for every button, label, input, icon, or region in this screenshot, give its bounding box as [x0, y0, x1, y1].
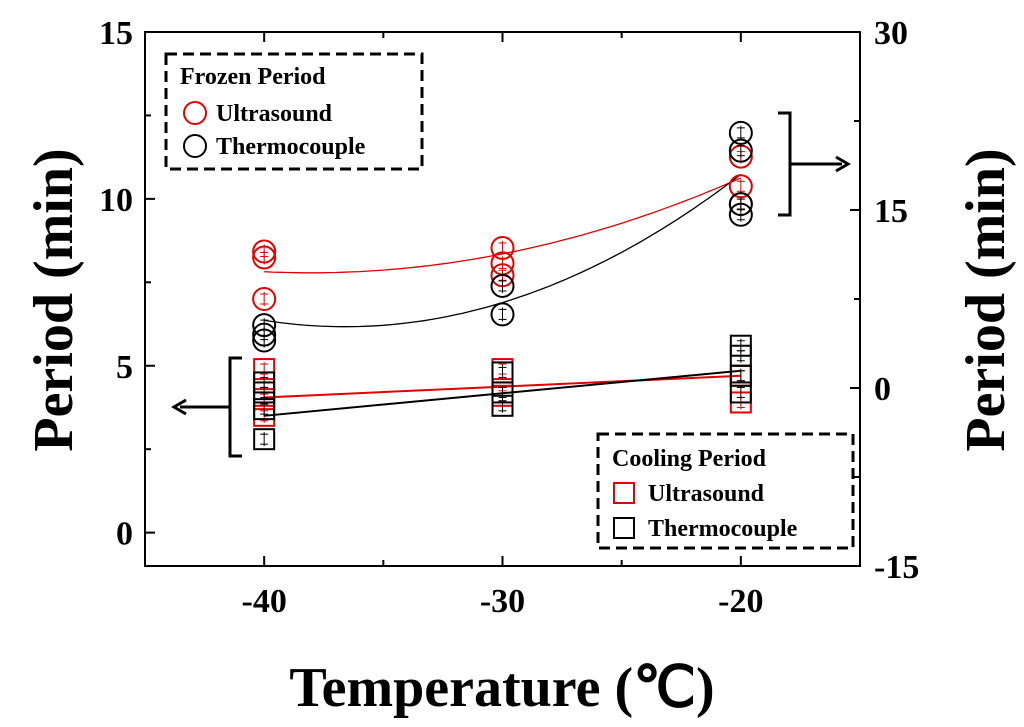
right-y-axis-title: Period (min): [955, 148, 1017, 451]
y-left-tick-label: 15: [99, 15, 133, 52]
data-point: [253, 428, 276, 451]
left-y-axis-title: Period (min): [23, 148, 85, 451]
legend-cooling-thermocouple-marker: [613, 517, 635, 539]
axis-ticks: -40 -30 -20 0 5 10 15 -15 0 15 30: [99, 15, 919, 620]
data-point: [252, 313, 277, 338]
legend-frozen: Frozen Period Ultrasound Thermocouple: [164, 52, 424, 171]
legend-cooling-ultrasound-label: Ultrasound: [648, 481, 765, 507]
legend-cooling: Cooling Period Ultrasound Thermocouple: [596, 432, 855, 550]
x-axis-title: Temperature (℃): [289, 657, 714, 719]
y-right-tick-label: 15: [874, 193, 908, 230]
data-point: [252, 239, 277, 264]
legend-cooling-box: [596, 432, 855, 550]
legend-frozen-thermocouple-marker: [183, 134, 207, 158]
legend-cooling-ultrasound-marker: [613, 482, 635, 504]
x-tick-label: -20: [718, 583, 763, 620]
y-left-tick-label: 10: [99, 182, 133, 219]
data-point: [728, 120, 753, 145]
legend-frozen-thermocouple-label: Thermocouple: [216, 134, 366, 160]
data-points: [252, 120, 753, 451]
bracket-arrow-left: [171, 356, 242, 458]
data-point: [729, 334, 752, 357]
x-tick-label: -30: [480, 583, 525, 620]
y-right-tick-label: 30: [874, 15, 908, 52]
x-tick-label: -40: [242, 583, 287, 620]
y-right-tick-label: 0: [874, 371, 891, 408]
data-point: [253, 371, 276, 394]
data-point: [252, 287, 277, 311]
data-point: [490, 302, 515, 327]
legend-cooling-thermocouple-label: Thermocouple: [648, 516, 798, 542]
legend-frozen-box: [164, 52, 424, 171]
data-point: [728, 192, 753, 217]
y-left-tick-label: 5: [116, 349, 133, 386]
data-point: [491, 361, 514, 384]
y-right-tick-label: -15: [874, 549, 919, 586]
legend-frozen-ultrasound-marker: [183, 101, 207, 125]
bracket-arrow-right: [778, 111, 851, 217]
data-point: [490, 273, 515, 298]
legend-frozen-ultrasound-label: Ultrasound: [216, 101, 333, 127]
y-left-tick-label: 0: [116, 516, 133, 553]
data-point: [490, 235, 515, 260]
legend-frozen-title: Frozen Period: [180, 64, 326, 90]
legend-cooling-title: Cooling Period: [612, 446, 767, 472]
